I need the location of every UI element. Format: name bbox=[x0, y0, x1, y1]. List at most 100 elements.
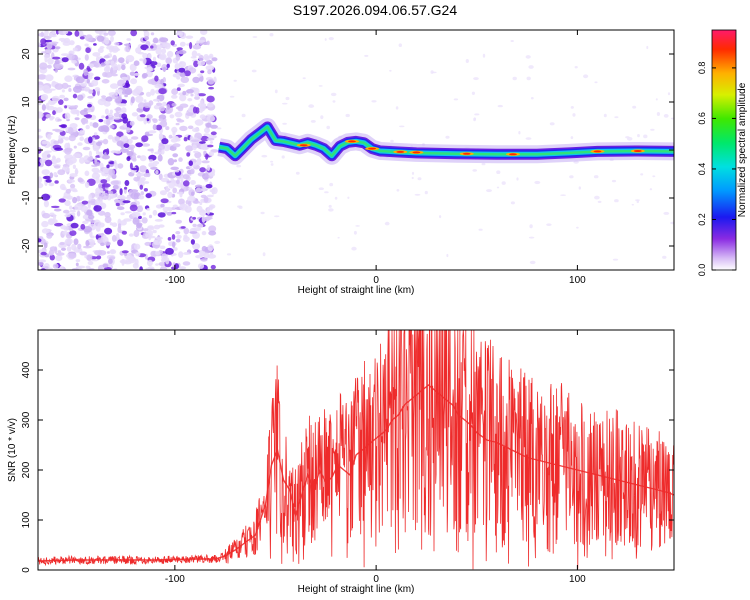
noise-blob bbox=[102, 234, 107, 239]
noise-blob bbox=[78, 30, 84, 38]
noise-blob bbox=[190, 168, 195, 175]
noise-blob bbox=[167, 158, 175, 166]
noise-blob bbox=[74, 203, 83, 211]
noise-blob bbox=[196, 223, 204, 229]
noise-blob bbox=[118, 103, 127, 107]
noise-blob bbox=[206, 164, 211, 172]
noise-blob bbox=[670, 221, 674, 225]
noise-blob bbox=[205, 65, 215, 71]
noise-blob bbox=[72, 93, 78, 99]
noise-blob bbox=[159, 133, 163, 137]
noise-blob bbox=[203, 196, 209, 203]
noise-blob bbox=[139, 184, 144, 190]
noise-blob bbox=[111, 47, 121, 52]
noise-blob bbox=[111, 234, 117, 242]
noise-blob bbox=[45, 74, 54, 82]
noise-blob bbox=[44, 30, 49, 37]
noise-blob bbox=[252, 36, 258, 38]
noise-blob bbox=[61, 57, 69, 63]
noise-blob bbox=[93, 205, 102, 212]
noise-blob bbox=[530, 97, 534, 100]
noise-blob bbox=[518, 131, 521, 135]
noise-blob bbox=[175, 54, 181, 61]
noise-blob bbox=[210, 131, 217, 136]
noise-blob bbox=[93, 43, 97, 46]
noise-blob bbox=[55, 255, 63, 262]
noise-blob bbox=[85, 34, 93, 42]
noise-blob bbox=[199, 141, 206, 144]
noise-blob bbox=[79, 196, 85, 200]
noise-blob bbox=[85, 114, 92, 119]
noise-blob bbox=[142, 212, 146, 216]
noise-blob bbox=[192, 106, 198, 114]
noise-blob bbox=[155, 124, 163, 131]
noise-blob bbox=[48, 182, 55, 187]
snr-axes: -100 0 100 0 100 200 300 400 bbox=[21, 330, 674, 585]
noise-blob bbox=[158, 106, 165, 112]
noise-blob bbox=[209, 205, 213, 211]
noise-blob bbox=[201, 231, 207, 236]
noise-blob bbox=[73, 238, 79, 245]
noise-blob bbox=[39, 157, 45, 164]
noise-blob bbox=[92, 145, 100, 152]
noise-blob bbox=[129, 120, 135, 126]
noise-blob bbox=[179, 266, 187, 270]
noise-blob bbox=[574, 66, 578, 69]
noise-blob bbox=[119, 148, 129, 153]
noise-blob bbox=[123, 260, 132, 265]
noise-blob bbox=[60, 53, 70, 56]
noise-blob bbox=[528, 65, 534, 69]
noise-blob bbox=[178, 157, 183, 162]
ridge-hotspot bbox=[509, 153, 517, 156]
noise-blob bbox=[66, 246, 72, 252]
noise-blob bbox=[53, 172, 58, 177]
colorbar-ticks: 0.0 0.2 0.4 0.6 0.8 bbox=[697, 62, 736, 277]
noise-blob bbox=[170, 40, 175, 46]
noise-blob bbox=[57, 250, 62, 253]
noise-blob bbox=[112, 54, 117, 63]
noise-blob bbox=[57, 169, 66, 176]
noise-blob bbox=[166, 104, 171, 110]
noise-blob bbox=[60, 225, 67, 230]
noise-blob bbox=[68, 179, 75, 183]
noise-blob bbox=[124, 87, 133, 95]
noise-blob bbox=[185, 112, 194, 116]
noise-blob bbox=[482, 53, 486, 58]
noise-blob bbox=[94, 87, 101, 92]
noise-blob bbox=[41, 51, 47, 54]
noise-blob bbox=[70, 222, 79, 229]
noise-blob bbox=[110, 67, 114, 74]
noise-blob bbox=[192, 127, 200, 133]
noise-blob bbox=[199, 167, 206, 173]
noise-blob bbox=[324, 191, 329, 194]
noise-blob bbox=[631, 203, 634, 206]
noise-blob bbox=[94, 161, 101, 167]
noise-blob bbox=[105, 177, 111, 182]
noise-blob bbox=[69, 123, 78, 129]
noise-blob bbox=[131, 211, 141, 218]
noise-blob bbox=[166, 211, 173, 216]
colorbar-tick-label: 0.0 bbox=[697, 264, 707, 277]
noise-blob bbox=[172, 131, 176, 136]
noise-blob bbox=[64, 136, 70, 141]
noise-blob bbox=[192, 200, 200, 204]
noise-blob bbox=[204, 55, 213, 59]
noise-blob bbox=[51, 30, 56, 34]
noise-blob bbox=[570, 106, 574, 109]
noise-blob bbox=[77, 142, 83, 146]
noise-blob bbox=[191, 191, 195, 196]
noise-blob bbox=[64, 200, 71, 207]
noise-blob bbox=[147, 148, 154, 152]
noise-blob bbox=[570, 136, 574, 140]
noise-blob bbox=[92, 122, 99, 128]
noise-blob bbox=[173, 247, 178, 251]
noise-blob bbox=[147, 130, 157, 134]
noise-blob bbox=[55, 107, 63, 113]
noise-blob bbox=[162, 66, 166, 73]
noise-blob bbox=[129, 63, 137, 72]
noise-blob bbox=[38, 238, 42, 243]
noise-blob bbox=[58, 99, 64, 105]
noise-blob bbox=[130, 30, 138, 37]
noise-blob bbox=[180, 175, 184, 183]
noise-blob bbox=[40, 95, 47, 101]
